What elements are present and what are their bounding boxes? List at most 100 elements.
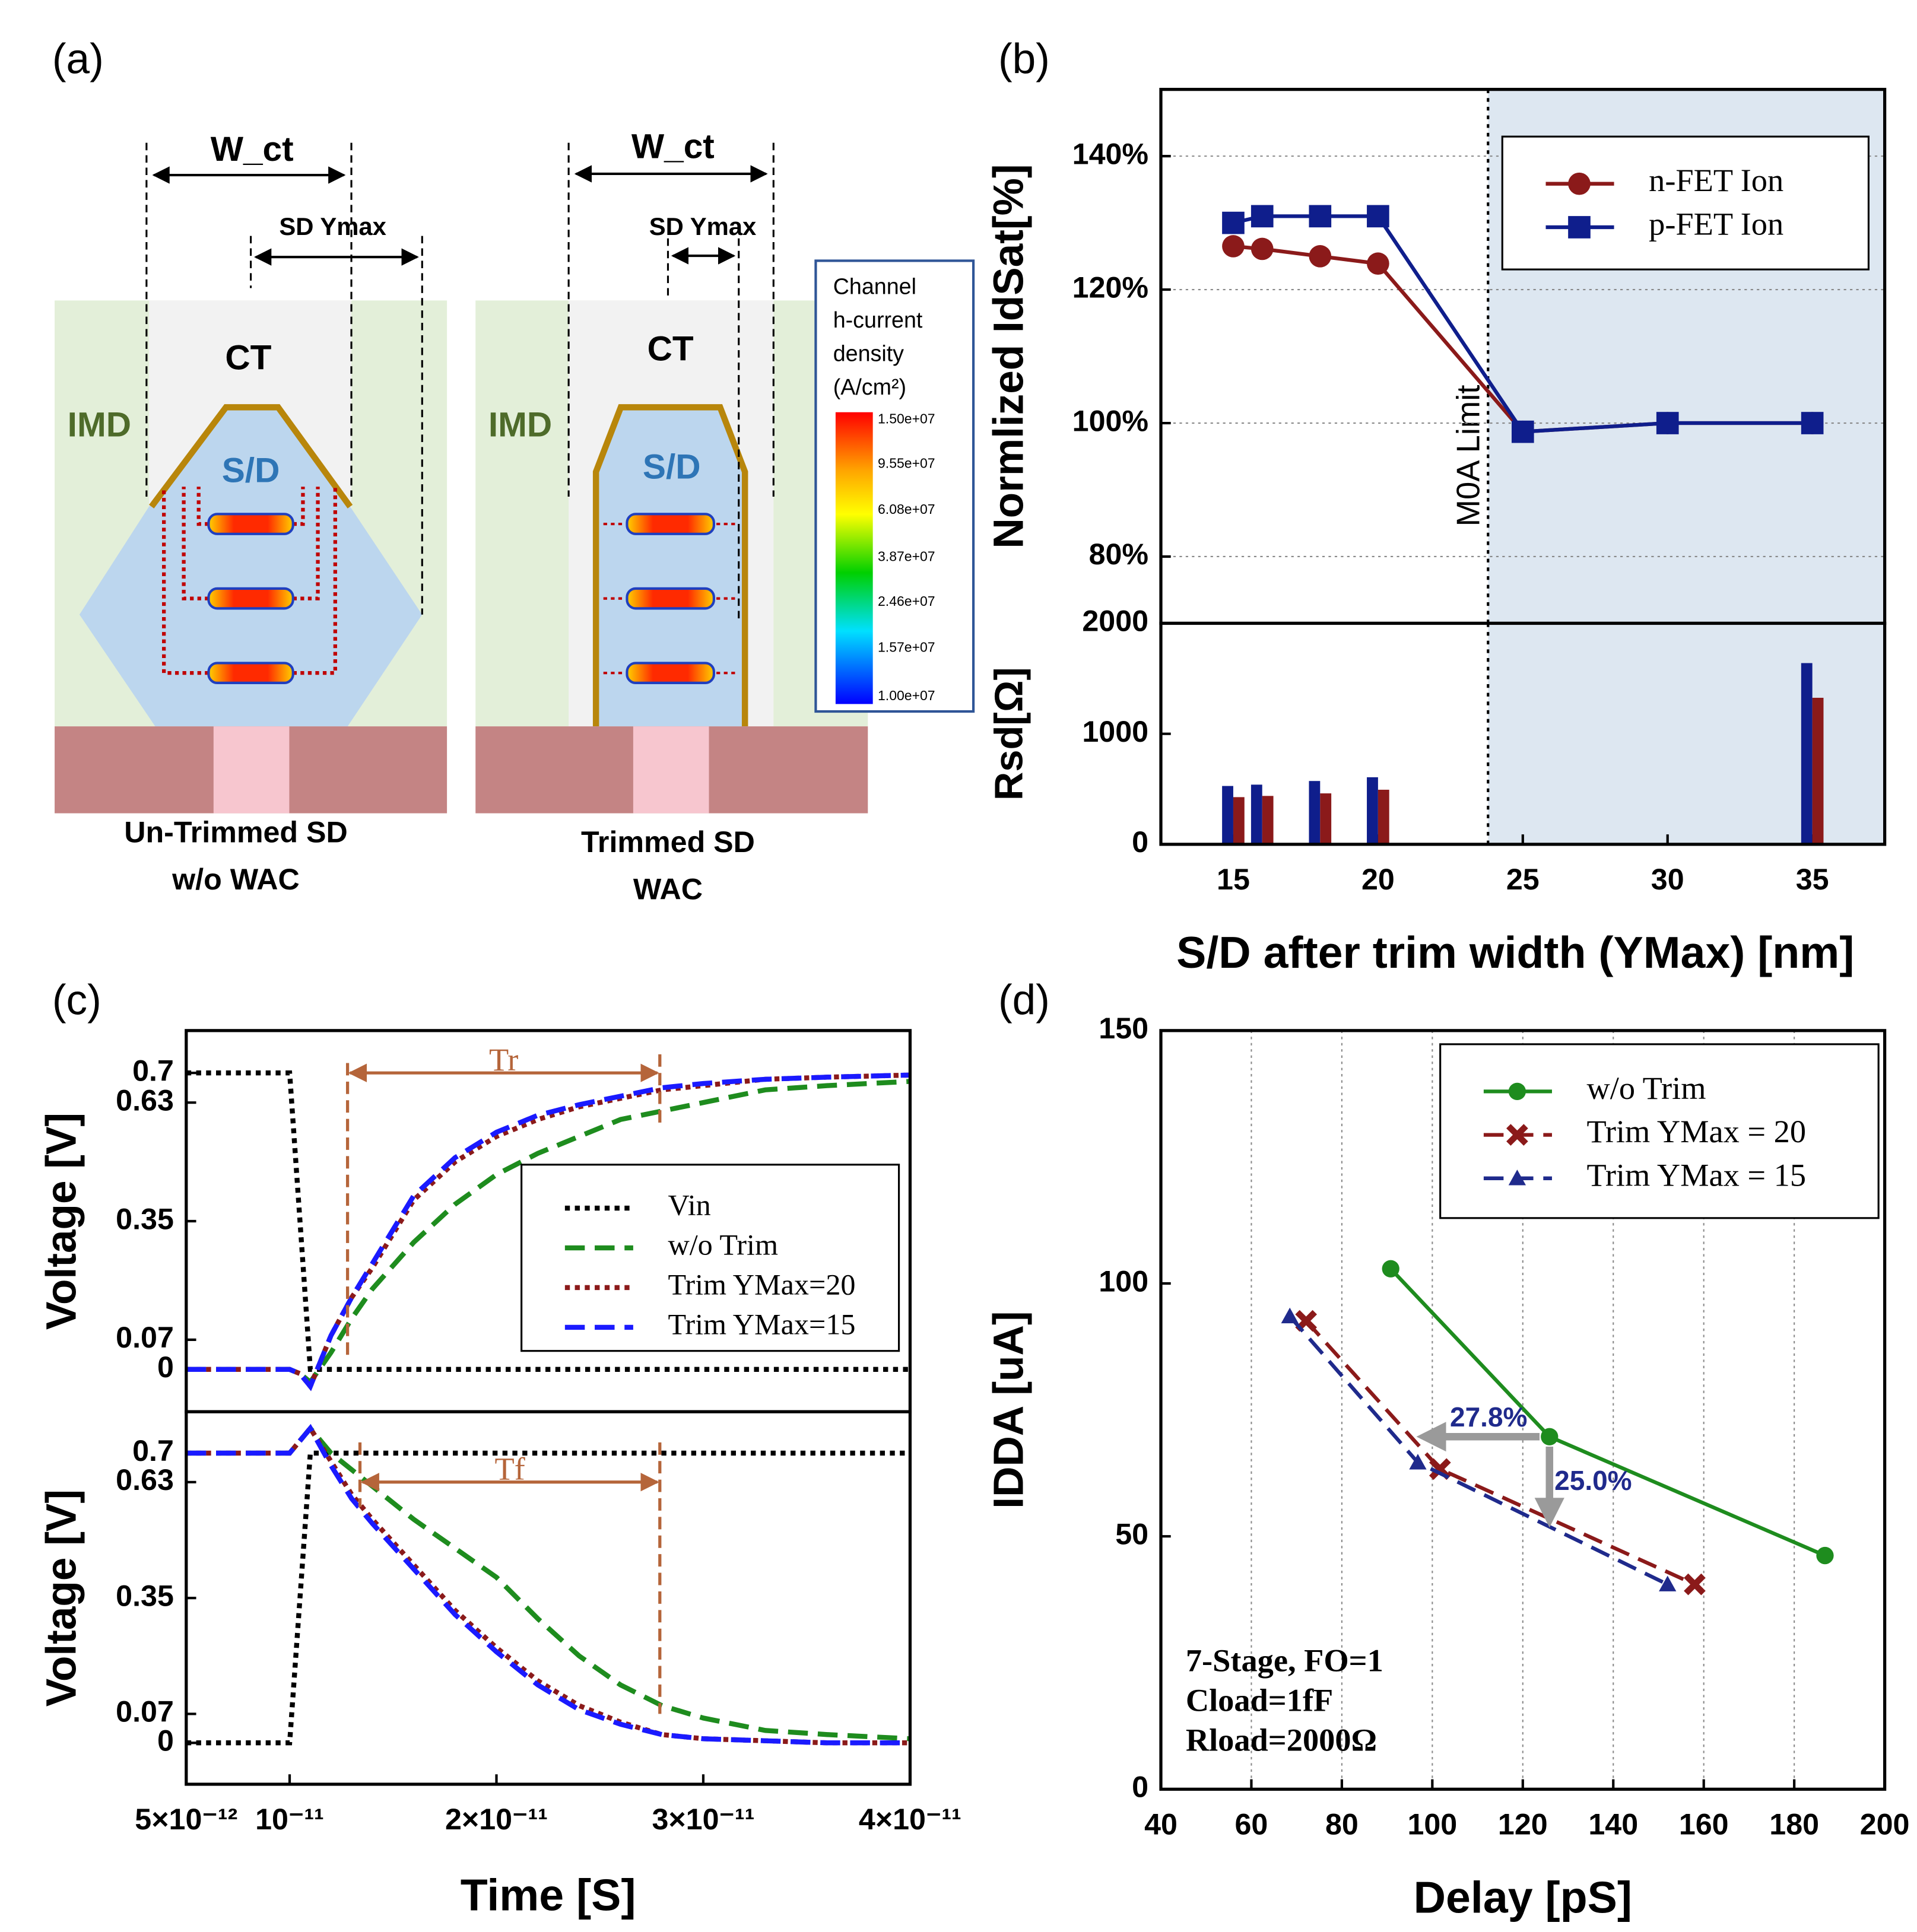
x-tick-label: 35 [1796, 863, 1829, 896]
label: S/D [643, 447, 701, 486]
x-tick-label: 160 [1679, 1807, 1729, 1841]
x-tick-label: 30 [1651, 863, 1684, 896]
y-axis-label: Normlized IdSat[%] [986, 164, 1033, 548]
caption: WAC [633, 873, 703, 906]
colorbar-label: 1.00e+07 [878, 688, 935, 703]
x-axis-label: S/D after trim width (YMax) [nm] [1176, 927, 1854, 977]
marker [1382, 1260, 1399, 1278]
y-tick-label: 150 [1099, 1012, 1148, 1045]
bar [1378, 789, 1389, 844]
x-tick-label: 40 [1144, 1807, 1178, 1841]
marker [1309, 205, 1332, 228]
marker [1656, 412, 1679, 434]
marker [1816, 1546, 1834, 1565]
x-tick-label: 2×10⁻¹¹ [445, 1803, 548, 1836]
substrate-center [633, 726, 709, 814]
colorbar-title: Channel [833, 274, 916, 298]
y-tick-label: 50 [1115, 1517, 1148, 1550]
label: W_ct [631, 128, 715, 166]
legend-label: p-FET Ion [1649, 206, 1783, 242]
x-tick-label: 180 [1769, 1807, 1819, 1841]
y-tick-label: 0.35 [116, 1202, 174, 1235]
legend-label: w/o Trim [1587, 1070, 1706, 1106]
legend-marker [1568, 172, 1591, 195]
label: SD Ymax [649, 212, 757, 240]
y-tick-label: 100% [1072, 404, 1148, 437]
x-tick-label: 20 [1361, 863, 1395, 896]
marker [1511, 420, 1534, 443]
liner [592, 404, 748, 727]
marker [1684, 1573, 1706, 1596]
trimmed-diagram: W_ct SD Ymax CT IMD S/D Trimmed SD WAC [475, 128, 868, 906]
legend-label: Trim YMax = 15 [1587, 1157, 1807, 1193]
channel [626, 513, 715, 535]
plot-frame [185, 1410, 912, 1786]
label: CT [225, 338, 271, 377]
bar [1222, 786, 1233, 844]
channel [626, 587, 715, 610]
colorbar-label: 3.87e+07 [878, 549, 935, 564]
colorbar-label: 1.57e+07 [878, 639, 935, 654]
legend-box [1501, 135, 1870, 271]
caption: Un-Trimmed SD [124, 815, 348, 849]
panel-label: (a) [52, 36, 104, 82]
note: Rload=2000Ω [1186, 1722, 1377, 1758]
x-tick-label: 200 [1860, 1807, 1910, 1841]
x-tick-label: 10⁻¹¹ [255, 1803, 324, 1836]
y-tick-label: 0.7 [132, 1054, 174, 1087]
marker [1251, 205, 1274, 228]
legend-label: Vin [668, 1189, 710, 1222]
y-axis-label: Rsd[Ω] [987, 667, 1032, 800]
caption: w/o WAC [172, 863, 300, 896]
marker [1222, 235, 1245, 258]
x-tick-label: 15 [1217, 863, 1250, 896]
colorbar-gradient [835, 412, 873, 704]
note: 7-Stage, FO=1 [1186, 1642, 1383, 1678]
label: W_ct [211, 130, 294, 169]
x-tick-label: 120 [1498, 1807, 1548, 1841]
x-tick-label: 3×10⁻¹¹ [652, 1803, 754, 1836]
y-tick-label: 80% [1089, 538, 1148, 571]
legend-label: w/o Trim [668, 1228, 778, 1261]
channel [207, 513, 294, 535]
legend-marker [1508, 1170, 1526, 1186]
x-tick-label: 100 [1407, 1807, 1457, 1841]
colorbar-title: h-current [833, 307, 923, 332]
legend-label: Trim YMax=20 [668, 1267, 855, 1301]
colorbar-label: 2.46e+07 [878, 593, 935, 609]
y-tick-label: 2000 [1082, 605, 1148, 638]
marker [1367, 252, 1389, 275]
y-tick-label: 0 [1132, 1771, 1148, 1804]
colorbar-title: (A/cm²) [833, 374, 906, 399]
legend-box [520, 1164, 900, 1352]
marker [1251, 237, 1274, 260]
y-tick-label: 0.07 [116, 1695, 174, 1728]
sd-region [596, 407, 745, 727]
channel [207, 662, 294, 684]
series-line [186, 1423, 910, 1746]
current-paths [603, 522, 738, 675]
caption: Trimmed SD [581, 825, 755, 859]
guide-lines [567, 142, 775, 621]
substrate-center [213, 726, 290, 814]
bar [1801, 663, 1813, 844]
x-tick-label: 4×10⁻¹¹ [859, 1803, 961, 1836]
shaded-region [1488, 623, 1885, 844]
legend-label: n-FET Ion [1649, 163, 1783, 198]
marker [1309, 245, 1332, 268]
y-tick-label: 1000 [1082, 715, 1148, 748]
annotation: 27.8% [1450, 1402, 1527, 1432]
y-axis-label: Voltage [V] [39, 1113, 85, 1330]
legend-marker [1506, 1124, 1528, 1146]
liner [149, 404, 353, 509]
y-tick-label: 140% [1072, 137, 1148, 170]
label: IMD [68, 405, 131, 444]
annotation: Tr [489, 1042, 518, 1078]
marker [1659, 1575, 1677, 1591]
y-tick-label: 120% [1072, 271, 1148, 304]
plot-frame [1159, 621, 1887, 846]
plot-area [186, 1412, 910, 1784]
y-tick-label: 0 [1132, 825, 1148, 859]
annotation: 25.0% [1554, 1465, 1632, 1496]
